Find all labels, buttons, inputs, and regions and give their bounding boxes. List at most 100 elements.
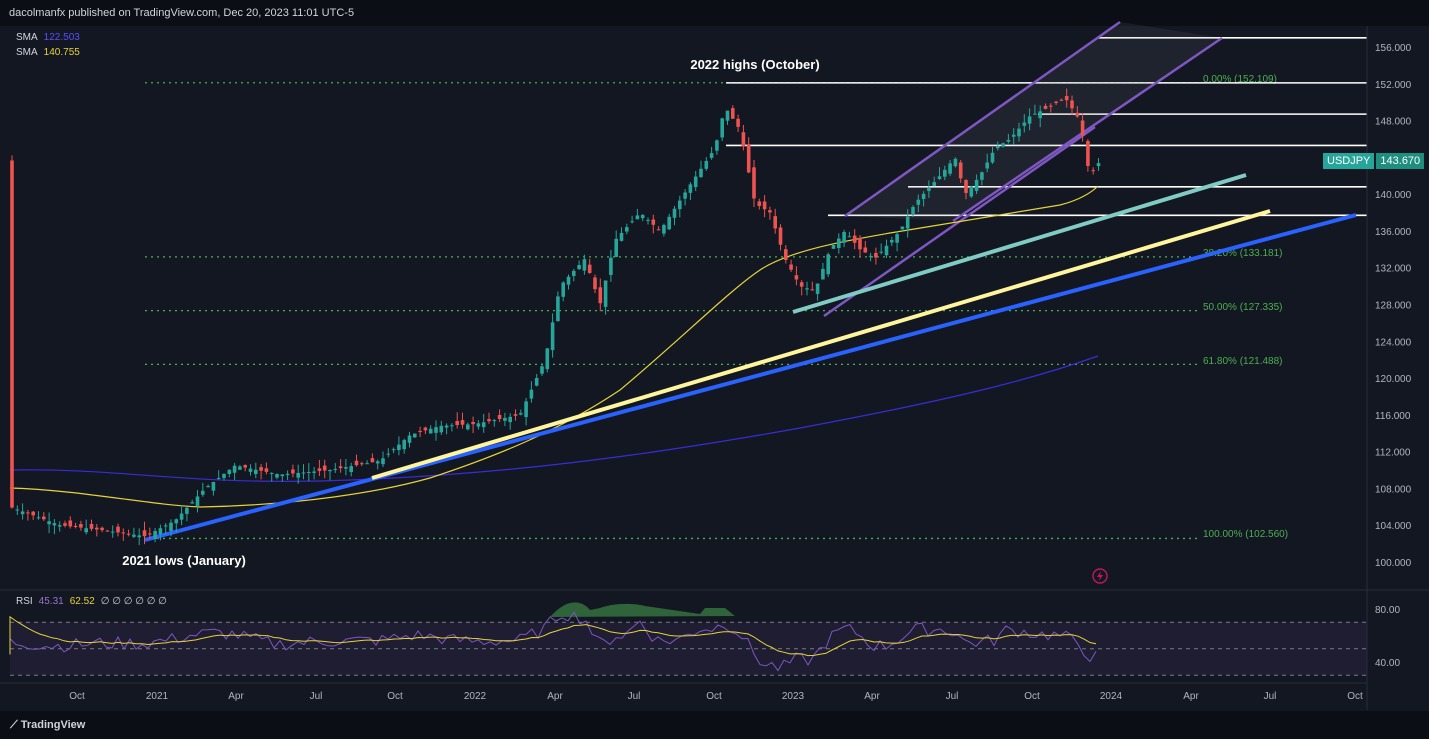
sma-legend-2[interactable]: SMA 140.755	[16, 47, 80, 58]
candle-body	[651, 219, 656, 225]
candle-body	[142, 530, 147, 537]
rsi-signal-line	[9, 615, 1097, 657]
candle-body	[259, 467, 263, 471]
candle-body	[52, 523, 57, 526]
candle-body	[715, 140, 719, 151]
time-tick: 2021	[146, 691, 169, 702]
candle-body	[693, 176, 698, 188]
flash-icon[interactable]	[1092, 568, 1108, 584]
time-tick: 2023	[782, 691, 805, 702]
fib-label: 100.00% (102.560)	[1203, 529, 1288, 540]
price-tick: 140.000	[1375, 190, 1412, 201]
rsi-value: 45.31	[38, 596, 64, 607]
candle-body	[243, 465, 247, 468]
candle-body	[1064, 95, 1069, 101]
candle-body	[370, 458, 375, 463]
candle-body	[116, 526, 120, 533]
candle-body	[630, 221, 634, 223]
candle-body	[603, 280, 608, 307]
candle-body	[121, 532, 126, 534]
sma-value: 140.755	[43, 47, 80, 58]
candle-body	[338, 466, 343, 469]
candle-body	[746, 144, 751, 173]
trendline-teal	[792, 173, 1247, 314]
candle-body	[280, 474, 285, 477]
candle-body	[407, 435, 412, 443]
candle-body	[884, 245, 889, 256]
candle-body	[57, 525, 62, 527]
candle-body	[439, 425, 444, 433]
candle-body	[492, 420, 497, 422]
sma-legend-1[interactable]: SMA 122.503	[16, 32, 80, 43]
candle-body	[190, 502, 194, 504]
candle-body	[980, 172, 984, 180]
candle-body	[1091, 170, 1095, 172]
candle-body	[519, 413, 523, 415]
candle-body	[534, 377, 539, 386]
ticker-price: 143.670	[1376, 153, 1425, 169]
time-tick: Oct	[706, 691, 722, 702]
candle-body	[625, 227, 629, 232]
candle-body	[572, 270, 576, 276]
candle-body	[248, 468, 253, 472]
chart-pane[interactable]	[0, 26, 1429, 710]
candle-body	[47, 521, 51, 525]
candle-body	[79, 523, 83, 528]
candle-body	[513, 414, 518, 416]
candle-body	[20, 511, 25, 515]
candle-body	[455, 420, 459, 425]
candle-body	[296, 472, 300, 478]
time-tick: Apr	[1183, 691, 1199, 702]
candle-body	[958, 162, 963, 179]
candle-body	[126, 533, 131, 535]
time-tick: Apr	[547, 691, 563, 702]
candle-body	[1096, 163, 1101, 167]
candle-body	[646, 219, 650, 221]
candle-body	[110, 531, 115, 533]
sma-short-line	[9, 185, 1099, 508]
candle-body	[874, 252, 878, 258]
price-tick: 100.000	[1375, 558, 1412, 569]
candle-body	[15, 509, 20, 511]
price-tick: 112.000	[1375, 448, 1411, 459]
candle-body	[990, 152, 995, 163]
candle-body	[391, 449, 396, 451]
candle-body	[900, 226, 905, 230]
candle-body	[402, 440, 406, 450]
price-tick: 104.000	[1375, 521, 1412, 532]
candle-body	[921, 193, 926, 200]
channel-mid	[952, 36, 1223, 223]
time-tick: Oct	[387, 691, 403, 702]
candle-body	[868, 255, 873, 257]
time-tick: Oct	[1347, 691, 1363, 702]
candle-body	[206, 486, 210, 488]
candle-body	[344, 467, 348, 469]
candle-body	[890, 239, 894, 243]
candle-body	[1043, 105, 1048, 109]
candle-body	[762, 201, 767, 210]
price-tick: 108.000	[1375, 484, 1412, 495]
candle-body	[799, 282, 804, 287]
candle-body	[1075, 112, 1080, 117]
candle-body	[89, 523, 94, 529]
time-tick: Oct	[1024, 691, 1040, 702]
rsi-legend[interactable]: RSI 45.31 62.52 ∅ ∅ ∅ ∅ ∅ ∅	[16, 596, 167, 607]
candle-body	[1038, 111, 1042, 119]
sma-long-line	[9, 355, 1099, 482]
candle-body	[619, 232, 624, 241]
candle-body	[466, 424, 470, 430]
candle-body	[169, 522, 173, 531]
candle-body	[84, 528, 88, 533]
candle-body	[614, 238, 618, 257]
price-tick: 148.000	[1375, 117, 1412, 128]
candle-body	[275, 474, 279, 478]
candle-body	[937, 176, 942, 179]
candle-body	[349, 466, 353, 473]
candle-body	[174, 519, 179, 524]
candle-body	[1054, 101, 1058, 104]
candle-body	[487, 419, 491, 422]
candle-body	[153, 530, 157, 540]
candle-body	[932, 182, 936, 186]
candle-body	[285, 473, 290, 476]
